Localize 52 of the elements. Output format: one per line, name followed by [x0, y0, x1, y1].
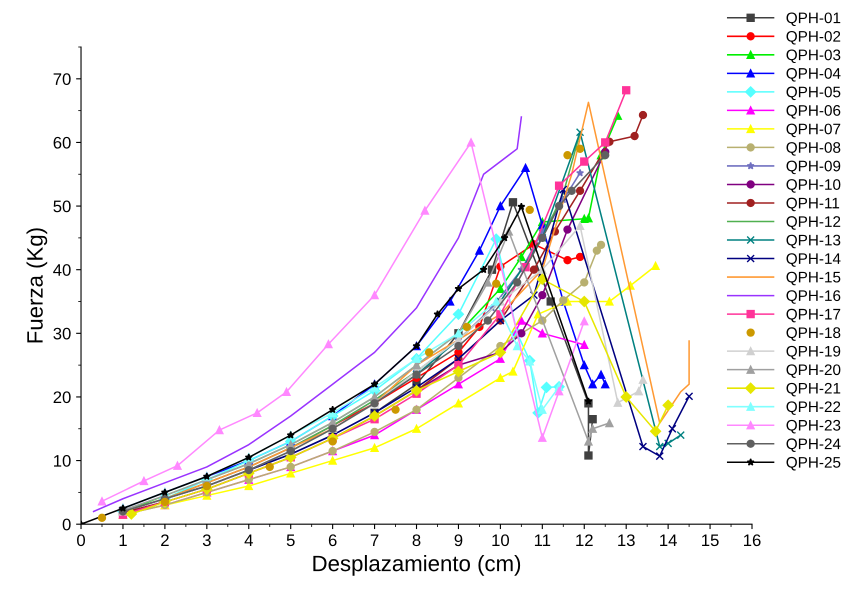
- x-tick-label: 0: [77, 534, 86, 546]
- legend-label: QPH-04: [786, 68, 841, 82]
- y-tick-label: 20: [54, 391, 71, 404]
- x-tick-label: 14: [660, 534, 677, 546]
- legend-label: QPH-22: [786, 401, 840, 415]
- legend-label: QPH-03: [786, 50, 840, 64]
- legend-label: QPH-24: [786, 438, 841, 452]
- x-tick-label: 2: [161, 534, 169, 546]
- x-tick-label: 15: [702, 534, 719, 546]
- y-tick-label: 70: [54, 73, 71, 86]
- legend-label: QPH-02: [786, 30, 840, 45]
- legend-label: QPH-18: [786, 327, 840, 341]
- x-tick-label: 11: [534, 534, 550, 546]
- legend-label: QPH-17: [786, 308, 840, 322]
- legend-label: QPH-14: [786, 253, 841, 267]
- y-tick-label: 40: [53, 264, 71, 276]
- x-axis-title: Desplazamiento (cm): [313, 555, 520, 576]
- legend-label: QPH-09: [786, 160, 840, 174]
- x-tick-label: 10: [492, 534, 510, 546]
- legend-label: QPH-06: [786, 105, 840, 119]
- x-tick-label: 5: [286, 534, 295, 546]
- y-tick-label: 60: [54, 136, 71, 149]
- y-tick-label: 0: [62, 518, 71, 530]
- legend-label: QPH-11: [786, 198, 840, 212]
- x-tick-label: 1: [120, 534, 127, 546]
- legend-label: QPH-05: [786, 86, 840, 100]
- legend-label: QPH-13: [786, 234, 840, 248]
- y-tick-label: 30: [53, 328, 71, 340]
- y-tick-label: 50: [53, 200, 71, 212]
- y-axis-title: Fuerza (Kg): [26, 228, 48, 342]
- x-tick-label: 16: [744, 534, 761, 546]
- legend-label: QPH-25: [786, 456, 840, 470]
- x-tick-label: 13: [618, 534, 635, 546]
- x-tick-label: 12: [576, 534, 593, 546]
- legend-label: QPH-20: [786, 364, 840, 378]
- legend-label: QPH-21: [786, 382, 840, 396]
- x-tick-label: 3: [202, 534, 211, 546]
- legend-label: QPH-23: [786, 420, 840, 434]
- legend-label: QPH-08: [786, 142, 840, 156]
- x-tick-label: 4: [244, 534, 253, 546]
- x-tick-label: 7: [370, 534, 378, 546]
- y-tick-label: 10: [54, 454, 71, 467]
- x-tick-label: 6: [328, 534, 337, 546]
- legend-label: QPH-12: [786, 216, 840, 230]
- legend-label: QPH-15: [786, 272, 840, 286]
- x-tick-label: 8: [412, 534, 420, 546]
- legend-label: QPH-07: [786, 124, 840, 138]
- legend-label: QPH-16: [786, 290, 840, 304]
- legend-label: QPH-19: [786, 346, 840, 360]
- legend-label: QPH-01: [786, 12, 840, 26]
- x-tick-label: 9: [454, 534, 462, 546]
- legend-label: QPH-10: [786, 179, 840, 193]
